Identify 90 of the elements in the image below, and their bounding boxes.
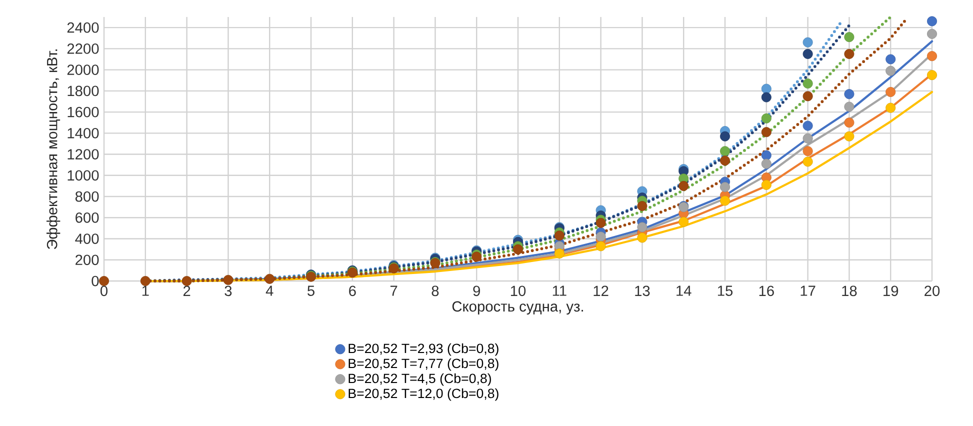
point [802,120,813,131]
point [802,37,813,48]
point [761,92,772,102]
x-tick-label: 6 [349,286,356,296]
x-tick-label: 9 [473,286,480,296]
point [720,156,730,166]
point [802,156,813,167]
point [637,232,648,243]
legend-label: B=20,52 T=4,5 (Cb=0,8) [348,373,491,386]
x-tick-label: 5 [308,286,314,296]
point [927,51,938,62]
point [886,66,896,76]
x-tick-label: 11 [552,286,566,296]
point [844,118,854,128]
x-tick-label: 15 [718,286,733,296]
y-tick-label: 1600 [68,106,99,118]
point [886,86,896,97]
point [596,232,606,242]
x-tick-label: 13 [635,286,650,296]
x-tick-label: 14 [676,286,692,296]
x-tick-label: 3 [224,286,232,296]
point [844,131,854,142]
point [761,158,772,169]
y-tick-label: 400 [75,234,99,244]
point [802,78,813,89]
point [886,102,896,113]
y-tick-label: 200 [76,254,99,266]
point [802,133,813,144]
y-tick-label: 1800 [68,86,99,96]
point [720,146,730,156]
point [844,102,854,112]
x-tick-label: 16 [759,286,774,296]
y-tick-label: 2400 [67,22,99,33]
point [844,48,854,59]
y-tick-label: 2000 [67,64,99,75]
point [802,91,813,102]
y-tick-label: 1400 [68,128,99,138]
point [678,216,689,227]
point [554,230,564,241]
y-tick-label: 0 [92,276,99,286]
x-tick-label: 7 [390,286,398,296]
x-tick-label: 2 [183,286,190,296]
point [99,276,110,286]
point [844,89,854,100]
y-tick-label: 1200 [68,149,99,160]
y-tick-label: 800 [75,191,99,202]
x-tick-label: 0 [100,286,108,296]
y-tick-label: 1000 [68,170,99,181]
x-tick-label: 4 [266,286,274,296]
point [844,32,854,42]
point [720,196,730,206]
point [678,180,689,191]
point [802,48,813,59]
x-tick-label: 18 [842,286,857,296]
x-tick-label: 8 [432,286,439,296]
point [761,150,772,160]
x-tick-label: 1 [142,286,149,296]
legend-label: B=20,52 T=12,0 (Cb=0,8) [348,388,498,401]
y-axis-title: Эффективная мощность, кВт. [46,49,60,250]
point [637,222,648,232]
x-tick-label: 20 [924,286,940,296]
x-tick-label: 12 [594,286,608,296]
point [927,70,938,80]
point [720,131,730,142]
point [761,127,772,138]
y-tick-label: 2200 [67,44,99,54]
x-axis-title: Скорость судна, уз. [452,301,583,315]
x-tick-label: 19 [884,286,898,296]
point [596,218,606,228]
legend-label: B=20,52 T=2,93 (Cb=0,8) [348,343,498,356]
legend-label: B=20,52 T=7,77 (Cb=0,8) [348,358,498,371]
point [264,274,275,284]
point [886,54,896,64]
point [596,241,606,252]
point [182,276,192,286]
x-tick-label: 17 [800,286,816,296]
point [140,276,150,286]
point [927,16,938,26]
point [720,182,730,192]
point [927,28,938,39]
point [761,84,772,94]
y-tick-label: 600 [76,212,99,223]
point [637,201,648,212]
point [513,244,524,254]
point [802,146,813,156]
x-tick-label: 10 [510,286,526,296]
point [761,113,772,124]
point [223,274,234,285]
point [761,180,772,190]
point [554,248,564,259]
